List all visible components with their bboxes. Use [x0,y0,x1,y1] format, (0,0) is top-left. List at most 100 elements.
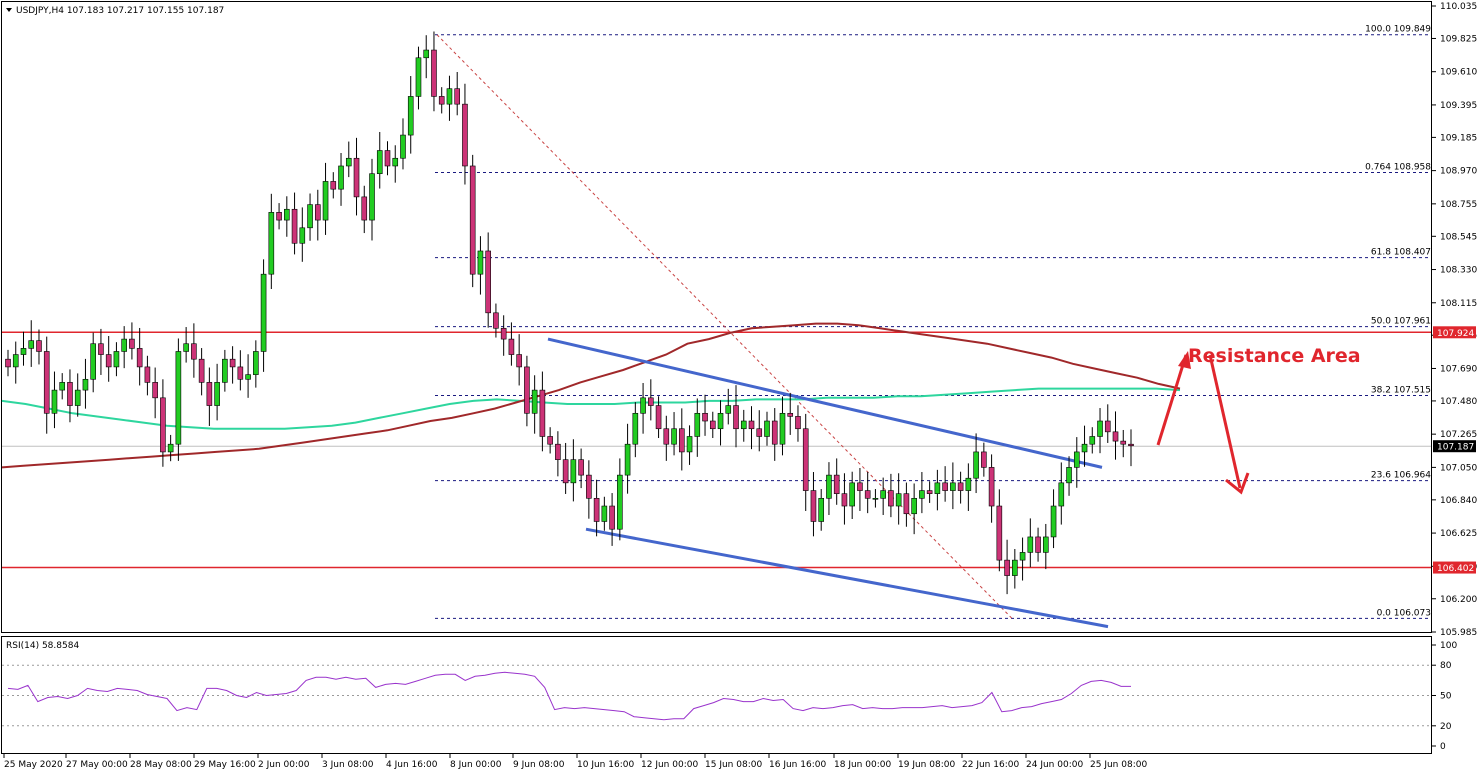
candle-body [353,157,360,198]
candle-body [1128,443,1134,447]
time-tick-label: 19 Jun 08:00 [898,760,955,770]
candle-body [462,103,468,167]
arrow-down-line [1208,354,1242,489]
dropdown-triangle-icon[interactable] [6,8,12,12]
candle-body [314,204,321,221]
candle-body [1004,559,1010,576]
candle-body [1104,420,1111,433]
candle-body [28,340,35,349]
candle-body [872,497,879,500]
candle-body [996,505,1003,561]
main-chart-frame [1,1,1432,633]
candle-body [485,250,491,314]
candle-body [864,490,871,499]
candle-body [1058,482,1065,507]
candle-body [90,343,96,380]
candle-body [748,420,755,430]
candle-body [547,436,553,445]
candle-body [307,204,313,229]
time-tick-label: 28 May 08:00 [130,760,192,770]
price-tick-label: 106.625 [1440,529,1477,539]
rsi-tick-label: 20 [1440,722,1452,732]
candle-body [276,212,282,221]
candle-body [717,412,724,430]
symbol-header: USDJPY,H4 107.183 107.217 107.155 107.18… [16,6,224,16]
rsi-tick-label: 100 [1440,641,1457,651]
candlestick-series [5,31,1134,595]
candle-body [841,493,848,507]
arrow-up-line [1156,354,1188,446]
rsi-tick-label: 50 [1440,692,1452,702]
annotation-arrows [1156,351,1250,495]
candle-body [330,181,337,190]
candle-body [82,378,89,391]
candle-body [880,490,886,499]
sma200-line [1,387,1181,430]
fib-level-label: 100.0 109.849 [1365,25,1431,35]
candle-body [524,366,530,414]
channel-lower-line [585,527,1109,629]
candle-body [1089,436,1096,445]
price-tick-label: 108.330 [1440,266,1477,276]
current-price-tag-bg [1433,440,1476,453]
candle-body [36,340,42,352]
resistance-price-tag-bg [1433,326,1476,339]
candle-body [686,436,693,453]
fib-level-label: 0.764 108.958 [1365,162,1431,172]
candle-body [833,474,840,494]
candle-body [144,366,151,383]
time-tick-label: 4 Jun 16:00 [386,760,438,770]
fib-level-label: 61.8 108.407 [1371,248,1431,258]
price-tick-label: 109.185 [1440,133,1477,143]
candle-body [1120,440,1127,445]
candle-body [655,405,662,430]
candle-body [12,354,19,368]
time-tick-label: 16 Jun 16:00 [769,760,826,770]
price-tick-label: 109.610 [1440,68,1477,78]
candle-body [361,196,368,221]
candle-body [950,482,956,491]
candle-body [981,451,987,468]
candle-body [198,358,205,383]
candle-body [454,88,461,105]
candle-body [957,482,964,491]
candle-body [113,351,120,368]
fib-trend-line [436,34,1013,619]
candle-body [5,358,11,368]
price-tick-label: 107.690 [1440,364,1477,374]
candle-body [934,482,941,494]
support-price-tag: 106.402 [1437,564,1474,574]
candle-body [1112,431,1119,442]
price-tick-label: 108.970 [1440,167,1477,177]
candle-body [818,497,825,522]
candle-body [895,493,902,507]
candle-body [423,49,430,59]
time-tick-label: 10 Jun 16:00 [577,760,634,770]
candle-body [640,397,646,414]
candle-body [888,490,894,507]
price-axis: 110.035 109.825 109.610 109.395 109.185 108.9… [1431,2,1477,638]
candle-body [1081,443,1088,453]
price-tick-label: 108.755 [1440,200,1477,210]
candle-body [245,374,251,380]
candle-body [121,338,127,352]
price-tick-label: 106.200 [1440,595,1477,605]
rsi-header: RSI(14) 58.8584 [6,641,79,651]
candle-body [779,412,786,445]
candle-body [671,428,677,445]
candle-body [400,134,406,159]
price-tick-label: 107.050 [1440,463,1477,473]
candle-body [136,348,143,368]
candle-body [152,382,158,399]
candle-body [105,354,112,368]
candle-body [1050,505,1057,538]
candle-body [469,165,476,275]
time-tick-label: 27 May 00:00 [66,760,128,770]
fib-level-label: 50.0 107.961 [1371,317,1431,327]
candle-body [849,482,855,507]
candle-body [771,420,778,445]
candle-body [562,459,569,484]
candle-body [578,459,584,476]
candle-body [1066,467,1072,484]
